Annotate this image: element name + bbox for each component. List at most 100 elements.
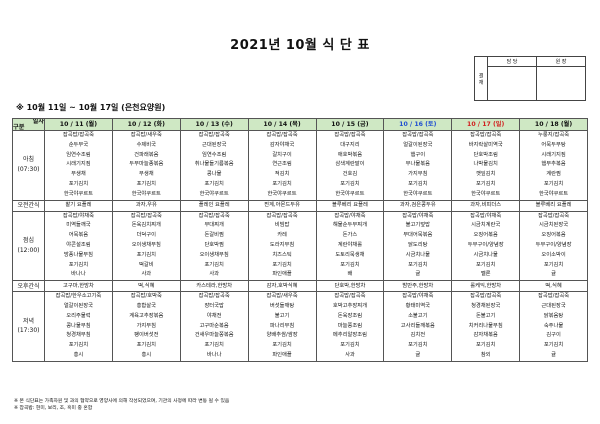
menu-item: 포기김치 bbox=[272, 180, 292, 187]
menu-item: 적김치 bbox=[274, 171, 290, 178]
menu-item: 홍시 bbox=[141, 351, 152, 358]
menu-item: 치커리나물무침 bbox=[468, 322, 503, 329]
menu-cell: 잡곡밥/새우죽 버섯들깨탕 불고기 파나리무침 양배추쌈/쌈장 포기김치 파인애플 bbox=[247, 291, 317, 362]
menu-item: 귤 bbox=[551, 351, 556, 358]
menu-item: 오징어볶음 bbox=[541, 232, 566, 239]
menu-item: 사과 bbox=[141, 271, 152, 278]
menu-item: 귤 bbox=[551, 271, 556, 278]
menu-item: 포기김치 bbox=[543, 261, 564, 268]
menu-item: 포기김치 bbox=[68, 342, 89, 349]
menu-item: 포기김치 bbox=[475, 261, 496, 268]
title: 2021년 10월 식 단 표 bbox=[230, 38, 370, 53]
menu-item: 김치전 bbox=[410, 332, 426, 339]
menu-cell: 잡곡밥/새우죽 수제비국 건파래볶음 두부마늘종볶음 무생채 포기김치 한국야쿠르트 bbox=[111, 130, 181, 201]
menu-cell: 과자,우유 bbox=[111, 199, 181, 212]
menu-item: 불고기 bbox=[274, 312, 290, 319]
menu-item: 갈치구이 bbox=[272, 151, 292, 158]
meal-row: 점심 (12:00) 잡곡밥/야채죽 미역들깨국 어묵볶음 야콘설조림 방풍나물무침 포기김치… bbox=[12, 210, 588, 282]
menu-item: 귤 bbox=[415, 351, 421, 358]
meal-name: 오전간식 bbox=[17, 202, 40, 210]
menu-item: 팽이버섯전 bbox=[134, 332, 159, 339]
menu-cell: 롤케익,한방차 bbox=[451, 280, 521, 293]
menu-item: 돈가스 bbox=[342, 232, 358, 239]
menu-item: 잡곡밥/잡곡죽 bbox=[198, 132, 230, 138]
menu-item: 청경채무침 bbox=[66, 332, 91, 339]
menu-item: 계란찜 bbox=[546, 171, 561, 178]
menu-item: 포기김치 bbox=[272, 261, 292, 268]
menu-item: 야콘설조림 bbox=[66, 241, 91, 248]
menu-item: 가지무침 bbox=[408, 171, 428, 178]
menu-item: 플레인 요플레 bbox=[198, 202, 230, 209]
menu-item: 잡곡밥/야채죽 bbox=[62, 212, 94, 219]
menu-item: 얼갈이된장국 bbox=[63, 302, 94, 309]
menu-item: 근대된장국 bbox=[541, 302, 566, 309]
menu-item: 떡,식혜 bbox=[138, 282, 155, 289]
menu-item: 감자채볶음 bbox=[473, 332, 498, 339]
menu-item: 감자야채국 bbox=[269, 141, 295, 148]
menu-item: 포기김치 bbox=[272, 342, 292, 349]
sign-cell bbox=[536, 66, 586, 101]
menu-item: 오이생채무침 bbox=[199, 251, 229, 258]
menu-item: 시금치된장국 bbox=[538, 222, 569, 229]
menu-item: 포기김치 bbox=[340, 261, 360, 268]
menu-item: 나박물김치 bbox=[473, 161, 498, 168]
menu-item: 잡곡밥/잡곡죽 bbox=[62, 132, 94, 138]
menu-cell: 잡곡밥/잡곡죽 청경채된장국 돈불고기 치커리나물무침 감자채볶음 포기김치 참외 bbox=[451, 291, 521, 362]
menu-cell: 잡곡밥/호박죽 홍합살국 계육고추장볶음 가지무침 팽이버섯전 포기김치 홍시 bbox=[111, 291, 181, 362]
menu-cell: 과자,검은콩두유 bbox=[383, 199, 453, 212]
menu-item: 잡곡밥/잡곡죽 bbox=[538, 212, 570, 219]
menu-cell: 떡,식혜 bbox=[519, 280, 588, 293]
menu-item: 떡,식혜 bbox=[545, 282, 562, 289]
menu-item: 한국야쿠르트 bbox=[267, 190, 297, 197]
menu-item: 수제비국 bbox=[136, 141, 157, 148]
menu-cell: 누룽지/잡곡죽 어묵두부탕 시래기지짐 햄부추볶음 계란찜 포기김치 한국야쿠르트 bbox=[519, 130, 588, 201]
menu-item: 잡곡밥/호박죽 bbox=[130, 293, 162, 300]
menu-item: 찰기 요플레 bbox=[65, 202, 92, 209]
menu-cell: 과자,비피더스 bbox=[451, 199, 521, 212]
menu-item: 블루베리 요플레 bbox=[535, 202, 572, 209]
approval-column: 담 당 bbox=[487, 56, 537, 67]
menu-item: 잡곡밥/잡곡죽 bbox=[470, 132, 502, 138]
menu-cell: 단호박,한방차 bbox=[315, 280, 385, 293]
menu-item: 파인애플 bbox=[272, 271, 292, 278]
menu-item: 계란야채롤 bbox=[337, 241, 363, 248]
sign-cell bbox=[487, 66, 537, 101]
menu-item: 참외 bbox=[480, 351, 491, 358]
menu-item: 포기김치 bbox=[204, 180, 224, 187]
menu-cell: 카스테라,한방차 bbox=[179, 280, 249, 293]
menu-item: 포기김치 bbox=[475, 180, 496, 187]
menu-item: 누룽지/잡곡죽 bbox=[538, 132, 570, 138]
menu-cell: 잡곡밥/잡곡죽 얼갈이된장국 햄구이 무나물볶음 가지무침 포기김치 한국야쿠르트 bbox=[383, 130, 453, 201]
menu-cell: 잡곡밥/잡곡죽 호박고추장찌개 돈육장조림 마늘쫑조림 메추리알장조림 포기김치 사과 bbox=[315, 291, 385, 362]
menu-item: 한국야쿠르트 bbox=[63, 190, 94, 197]
menu-item: 바지락살미역국 bbox=[468, 141, 503, 148]
menu-cell: 찐계,아몬드두유 bbox=[247, 199, 317, 212]
menu-item: 깻잎김치 bbox=[475, 171, 496, 178]
menu-item: 바나나 bbox=[206, 351, 222, 358]
menu-item: 건파래볶음 bbox=[134, 151, 159, 158]
meal-row: 아침 (07:30) 잡곡밥/잡곡죽 순두부국 임연수조림 시래기지짐 무생채 포기김치 한국야… bbox=[12, 130, 588, 201]
menu-item: 잡곡밥/잡곡죽 bbox=[470, 293, 502, 300]
menu-cell: 잡곡밥/잡곡죽 대구지리 애호박볶음 삼색계란말이 건호김 포기김치 한국야쿠르트 bbox=[315, 130, 385, 201]
subtitle: ※ 10월 11일 ~ 10월 17일 (은천요양원) bbox=[16, 103, 166, 112]
menu-item: 임연수조림 bbox=[202, 151, 227, 158]
menu-cell: 잡곡밥/잡곡죽 시금치된장국 오징어볶음 두부구이/양념장 오이소박이 포기김치 귤 bbox=[519, 210, 588, 282]
menu-cell: 잡곡밥/야채죽 해물순두부찌개 돈가스 계란야채롤 도토리묵생채 포기김치 배 bbox=[315, 210, 385, 282]
menu-item: 잡곡밥/새우죽 bbox=[130, 132, 162, 138]
menu-item: 임연수조림 bbox=[66, 151, 91, 158]
menu-item: 청경채된장국 bbox=[471, 302, 501, 309]
menu-item: 한국야쿠르트 bbox=[538, 190, 569, 197]
menu-item: 잡곡밥/야채죽 bbox=[334, 212, 366, 219]
menu-item: 카스테라,한방차 bbox=[196, 282, 233, 289]
menu-item: 떡갈비 bbox=[139, 261, 154, 268]
menu-cell: 잡곡밥/잡곡죽 근대된장국 닭볶음탕 숙주나물 김구이 포기김치 귤 bbox=[519, 291, 588, 362]
menu-item: 잡곡밥/잡곡죽 bbox=[402, 132, 434, 138]
menu-item: 멜론 bbox=[480, 271, 491, 278]
menu-item: 무생채 bbox=[139, 171, 154, 178]
menu-cell: 블루베리 요플레 bbox=[315, 199, 385, 212]
menu-item: 무나물볶음 bbox=[405, 161, 430, 168]
meal-name: 저녁 bbox=[22, 317, 35, 325]
menu-item: 계육고추장볶음 bbox=[129, 312, 164, 319]
menu-item: 치즈스틱 bbox=[272, 251, 292, 258]
menu-cell: 잡곡밥/야채죽 시금치계란국 오징어볶음 두부구이/양념장 시금치나물 포기김치 멜론 bbox=[451, 210, 521, 282]
